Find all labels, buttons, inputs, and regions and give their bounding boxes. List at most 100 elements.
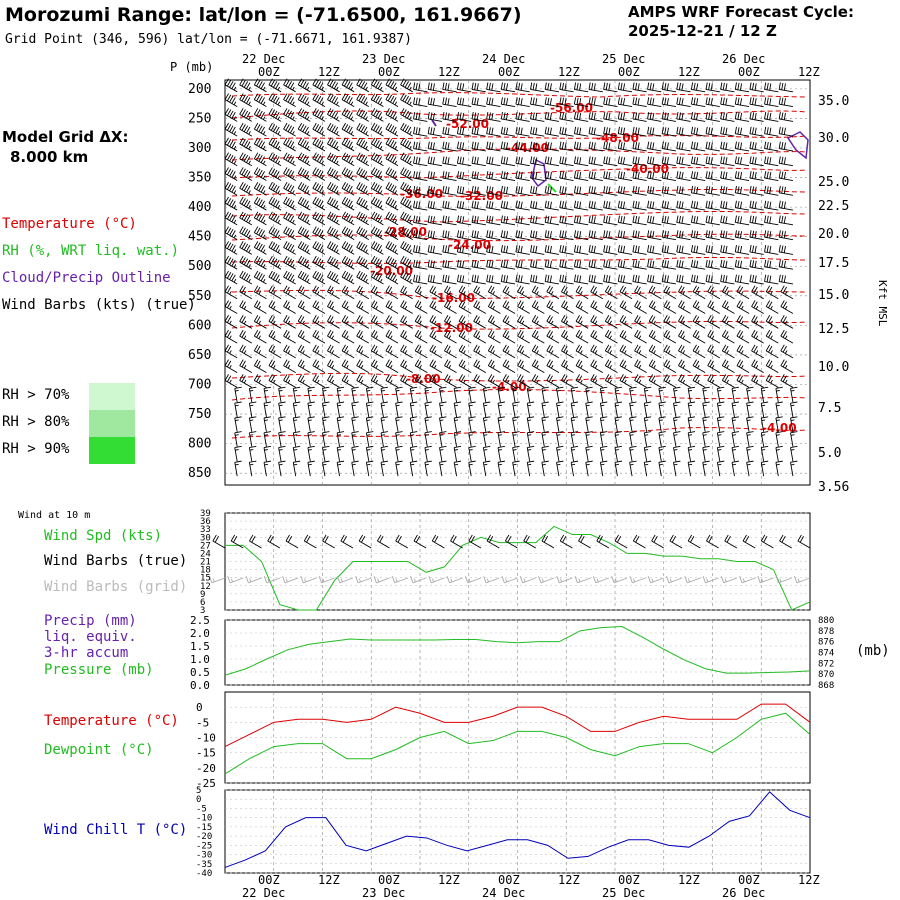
barb-shaft [224,306,238,314]
barb-shaft [471,266,486,270]
barb-shaft [545,221,560,226]
barb-flag [377,274,382,282]
barb-flag [256,331,261,338]
upper-wind-barb [263,445,271,462]
barb-shaft [457,221,472,226]
barb-shaft [327,128,340,137]
upper-wind-barb [603,171,618,181]
barb-flag [619,329,624,337]
barb-flag [224,359,229,366]
barb-flag [283,344,288,352]
barb-flag [331,214,336,221]
upper-wind-barb [453,431,462,447]
barb-shaft [341,320,355,329]
upper-wind-barb [614,416,622,432]
barb-half-flag [331,305,335,310]
barb-flag [561,359,566,366]
barb-flag [410,431,418,434]
barb-flag [531,315,537,322]
barb-flag [260,274,265,282]
upper-wind-barb [400,241,413,255]
barb-flag [439,431,447,434]
barb-half-flag [292,160,295,165]
barb-flag [300,94,305,102]
barb-half-flag [346,335,349,339]
barb-shaft [385,320,399,329]
barb-shaft [545,192,560,196]
upper-wind-barb [530,111,545,122]
upper-wind-barb [716,460,725,477]
barb-half-flag [703,419,707,422]
upper-wind-barb [453,401,462,418]
barb-shaft [239,217,253,226]
barb-flag [561,300,566,307]
barb-flag [561,215,564,223]
barb-flag [588,111,591,120]
upper-wind-barb [559,245,574,255]
barb-flag [571,416,579,419]
barb-flag [681,157,684,165]
barb-flag [375,95,380,103]
barb-flag [375,273,380,280]
barb-half-flag [498,419,502,422]
temperature-contour [231,148,807,161]
barb-flag [417,375,422,382]
barb-shaft [574,118,589,122]
barb-flag [502,374,507,381]
upper-wind-barb [544,215,560,226]
barb-flag [693,156,696,164]
upper-wind-barb [588,185,603,196]
barb-flag [680,316,685,323]
barb-flag [556,431,564,434]
barb-flag [652,216,655,224]
barb-flag [268,285,273,292]
barb-flag [285,153,290,161]
barb-shaft [634,350,647,359]
barb-flag [692,285,697,292]
upper-wind-barb [370,122,384,137]
barb-flag [392,97,397,104]
barb-shaft [268,158,282,167]
barb-flag [400,78,405,86]
barb-flag [649,260,652,268]
barb-flag [312,78,317,86]
barb-shaft [545,236,560,241]
barb-half-flag [379,116,383,120]
barb-flag [385,152,390,159]
barb-shaft [224,217,238,226]
upper-wind-barb [575,300,589,314]
upper-wind-barb [716,416,725,432]
barb-shaft [618,192,633,196]
barb-half-flag [322,434,327,436]
barb-flag [373,109,378,116]
barb-flag [231,171,236,178]
barb-flag [316,258,322,266]
upper-wind-barb [341,241,355,255]
barb-flag [515,97,518,105]
barb-half-flag [336,205,339,209]
upper-wind-barb [705,259,720,270]
upper-wind-barb [559,126,574,137]
upper-wind-barb [500,126,516,137]
barb-shaft [254,232,267,241]
barb-flag [647,274,650,282]
barb-flag [588,126,591,134]
barb-flag [488,201,491,209]
upper-wind-barb [530,82,545,93]
barb-shaft [678,350,691,359]
barb-half-flag [624,350,627,354]
upper-wind-barb [486,245,501,255]
barb-half-flag [600,404,605,407]
upper-wind-barb [413,245,428,255]
barb-flag [530,230,533,238]
barb-flag [341,137,346,145]
barb-half-flag [463,305,466,310]
barb-flag [270,124,276,131]
barb-flag [358,257,363,264]
barb-shaft [502,365,516,374]
barb-half-flag [409,249,412,253]
barb-shaft [413,118,428,122]
barb-flag [314,375,319,382]
barb-flag [446,375,451,382]
barb-shaft [414,335,428,344]
